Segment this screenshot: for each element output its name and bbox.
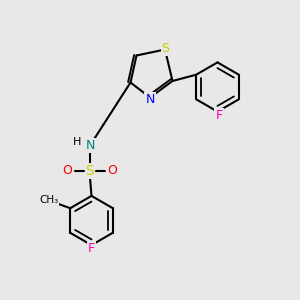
- Text: O: O: [63, 164, 72, 178]
- Text: N: N: [145, 93, 155, 106]
- Text: O: O: [108, 164, 117, 178]
- Text: S: S: [85, 164, 94, 178]
- Text: S: S: [162, 42, 170, 56]
- Text: N: N: [85, 139, 95, 152]
- Text: F: F: [88, 242, 95, 255]
- Text: CH₃: CH₃: [39, 195, 58, 206]
- Text: H: H: [73, 137, 82, 147]
- Text: F: F: [215, 109, 223, 122]
